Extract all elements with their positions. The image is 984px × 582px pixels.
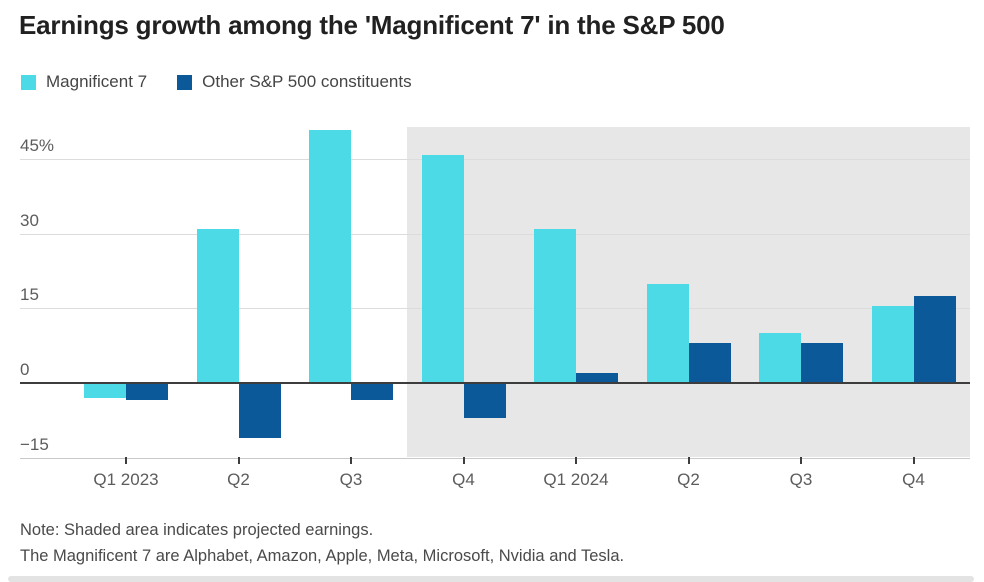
x-axis-tick bbox=[125, 457, 127, 464]
legend-swatch-magnificent-7 bbox=[21, 74, 36, 90]
x-axis-category-label: Q2 bbox=[227, 470, 250, 489]
bar-magnificent7-q4 bbox=[421, 154, 464, 383]
y-axis-tick-label: 0 bbox=[20, 360, 30, 379]
x-axis-category-label: Q4 bbox=[452, 470, 475, 489]
x-axis-tick bbox=[462, 457, 465, 464]
x-axis-line bbox=[20, 457, 970, 459]
bar-other-q2 bbox=[238, 383, 281, 438]
bar-magnificent7-q3 bbox=[309, 129, 351, 383]
bar-other-q4 bbox=[913, 296, 956, 383]
x-axis-tick bbox=[800, 457, 802, 464]
x-axis-category-label: Q3 bbox=[789, 470, 813, 489]
legend-label-other-constituents: Other S&P 500 constituents bbox=[202, 72, 412, 91]
y-axis-tick-label: −15 bbox=[20, 434, 49, 454]
gridline-45 bbox=[20, 159, 970, 161]
bar-other-q3 bbox=[801, 343, 843, 383]
note-magnificent7-members: The Magnificent 7 are Alphabet, Amazon, … bbox=[20, 547, 625, 565]
zero-axis-line bbox=[20, 382, 970, 384]
bar-other-q2 bbox=[688, 343, 731, 383]
legend-item-other-constituents: Other S&P 500 constituents bbox=[177, 72, 412, 92]
x-axis-category-label: Q2 bbox=[677, 470, 700, 489]
bar-other-q3 bbox=[351, 383, 393, 401]
x-axis-category-label: Q1 2023 bbox=[93, 470, 159, 489]
bottom-divider bbox=[8, 576, 974, 582]
x-axis-category-label: Q4 bbox=[902, 470, 925, 489]
x-axis-tick bbox=[575, 457, 577, 464]
chart-title: Earnings growth among the 'Magnificent 7… bbox=[19, 10, 725, 40]
bar-magnificent7-q4 bbox=[871, 306, 914, 383]
note-projected: Note: Shaded area indicates projected ea… bbox=[20, 521, 374, 539]
x-axis-tick bbox=[237, 457, 240, 464]
legend-swatch-other-constituents bbox=[177, 74, 193, 90]
x-axis-category-label: Q3 bbox=[339, 470, 363, 489]
x-axis-category-label: Q1 2024 bbox=[543, 470, 609, 489]
x-axis-tick bbox=[350, 457, 352, 464]
gridline-15 bbox=[20, 308, 970, 310]
x-axis-tick bbox=[912, 457, 915, 464]
y-axis-tick-label: 30 bbox=[20, 210, 39, 230]
legend-item-magnificent-7: Magnificent 7 bbox=[21, 72, 147, 92]
bar-magnificent7-q3 bbox=[759, 333, 801, 383]
bar-magnificent7-q2 bbox=[646, 283, 689, 383]
bar-magnificent7-q1-2024 bbox=[534, 229, 576, 383]
bar-magnificent7-q2 bbox=[196, 229, 239, 383]
y-axis-tick-label: 15 bbox=[20, 285, 39, 305]
legend-label-magnificent-7: Magnificent 7 bbox=[46, 72, 148, 91]
bar-other-q1-2023 bbox=[126, 383, 168, 401]
bar-other-q4 bbox=[463, 383, 506, 418]
bar-other-q1-2024 bbox=[576, 373, 618, 383]
y-axis-tick-label: 45% bbox=[20, 136, 55, 156]
bar-magnificent7-q1-2023 bbox=[84, 383, 126, 398]
legend: Magnificent 7 Other S&P 500 constituents bbox=[21, 72, 412, 92]
x-axis-tick bbox=[687, 457, 690, 464]
gridline-30 bbox=[20, 233, 970, 235]
